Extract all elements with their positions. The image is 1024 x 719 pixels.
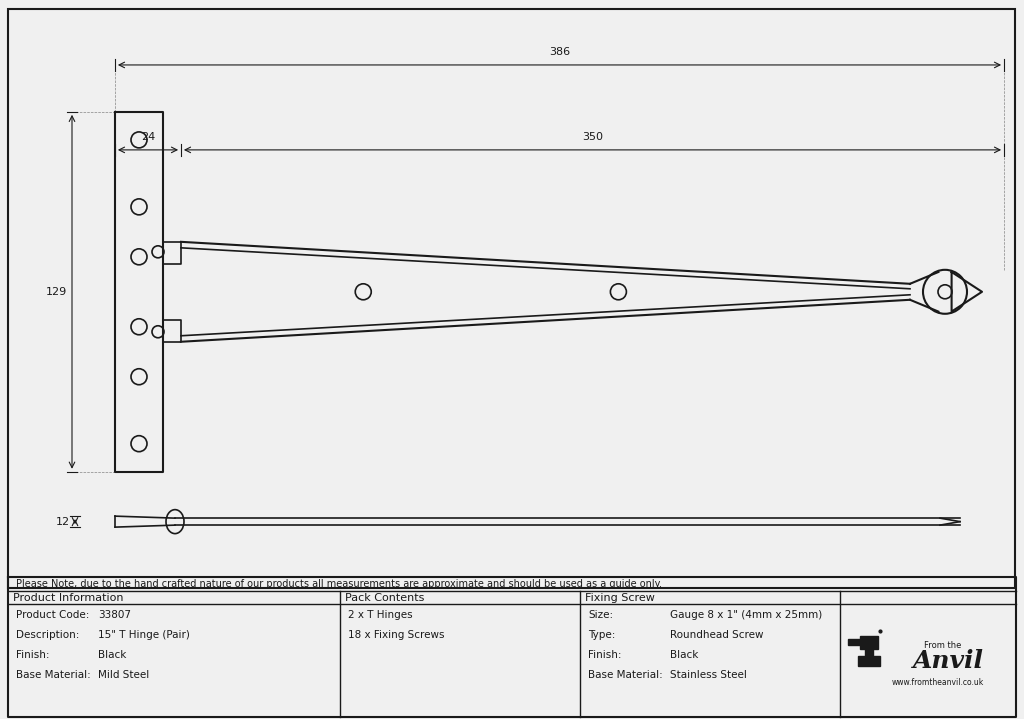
Text: Please Note, due to the hand crafted nature of our products all measurements are: Please Note, due to the hand crafted nat… bbox=[16, 580, 662, 589]
Text: 2 x T Hinges: 2 x T Hinges bbox=[348, 610, 413, 620]
Text: Black: Black bbox=[670, 650, 698, 660]
Text: Anvil: Anvil bbox=[912, 649, 983, 672]
Text: Finish:: Finish: bbox=[588, 650, 622, 660]
Text: From the: From the bbox=[925, 641, 962, 650]
Text: Mild Steel: Mild Steel bbox=[98, 670, 150, 680]
Text: Base Material:: Base Material: bbox=[16, 670, 91, 680]
Text: Size:: Size: bbox=[588, 610, 613, 620]
Text: Roundhead Screw: Roundhead Screw bbox=[670, 630, 764, 640]
Polygon shape bbox=[865, 649, 873, 656]
Text: Product Code:: Product Code: bbox=[16, 610, 89, 620]
Polygon shape bbox=[860, 636, 878, 649]
Text: 386: 386 bbox=[549, 47, 570, 57]
Text: Description:: Description: bbox=[16, 630, 80, 640]
Text: 18 x Fixing Screws: 18 x Fixing Screws bbox=[348, 630, 444, 640]
Text: 129: 129 bbox=[46, 287, 67, 297]
Text: Type:: Type: bbox=[588, 630, 615, 640]
Text: Black: Black bbox=[98, 650, 126, 660]
Text: Stainless Steel: Stainless Steel bbox=[670, 670, 746, 680]
Polygon shape bbox=[858, 656, 880, 666]
Polygon shape bbox=[848, 638, 860, 645]
Text: Base Material:: Base Material: bbox=[588, 670, 663, 680]
Text: 12: 12 bbox=[56, 517, 70, 526]
Text: Product Information: Product Information bbox=[13, 592, 124, 603]
Text: 24: 24 bbox=[141, 132, 155, 142]
Text: Fixing Screw: Fixing Screw bbox=[585, 592, 655, 603]
Text: www.fromtheanvil.co.uk: www.fromtheanvil.co.uk bbox=[892, 678, 984, 687]
Text: 15" T Hinge (Pair): 15" T Hinge (Pair) bbox=[98, 630, 189, 640]
Text: Pack Contents: Pack Contents bbox=[345, 592, 424, 603]
Text: 350: 350 bbox=[582, 132, 603, 142]
Text: Gauge 8 x 1" (4mm x 25mm): Gauge 8 x 1" (4mm x 25mm) bbox=[670, 610, 822, 620]
Text: 33807: 33807 bbox=[98, 610, 131, 620]
Text: Finish:: Finish: bbox=[16, 650, 49, 660]
